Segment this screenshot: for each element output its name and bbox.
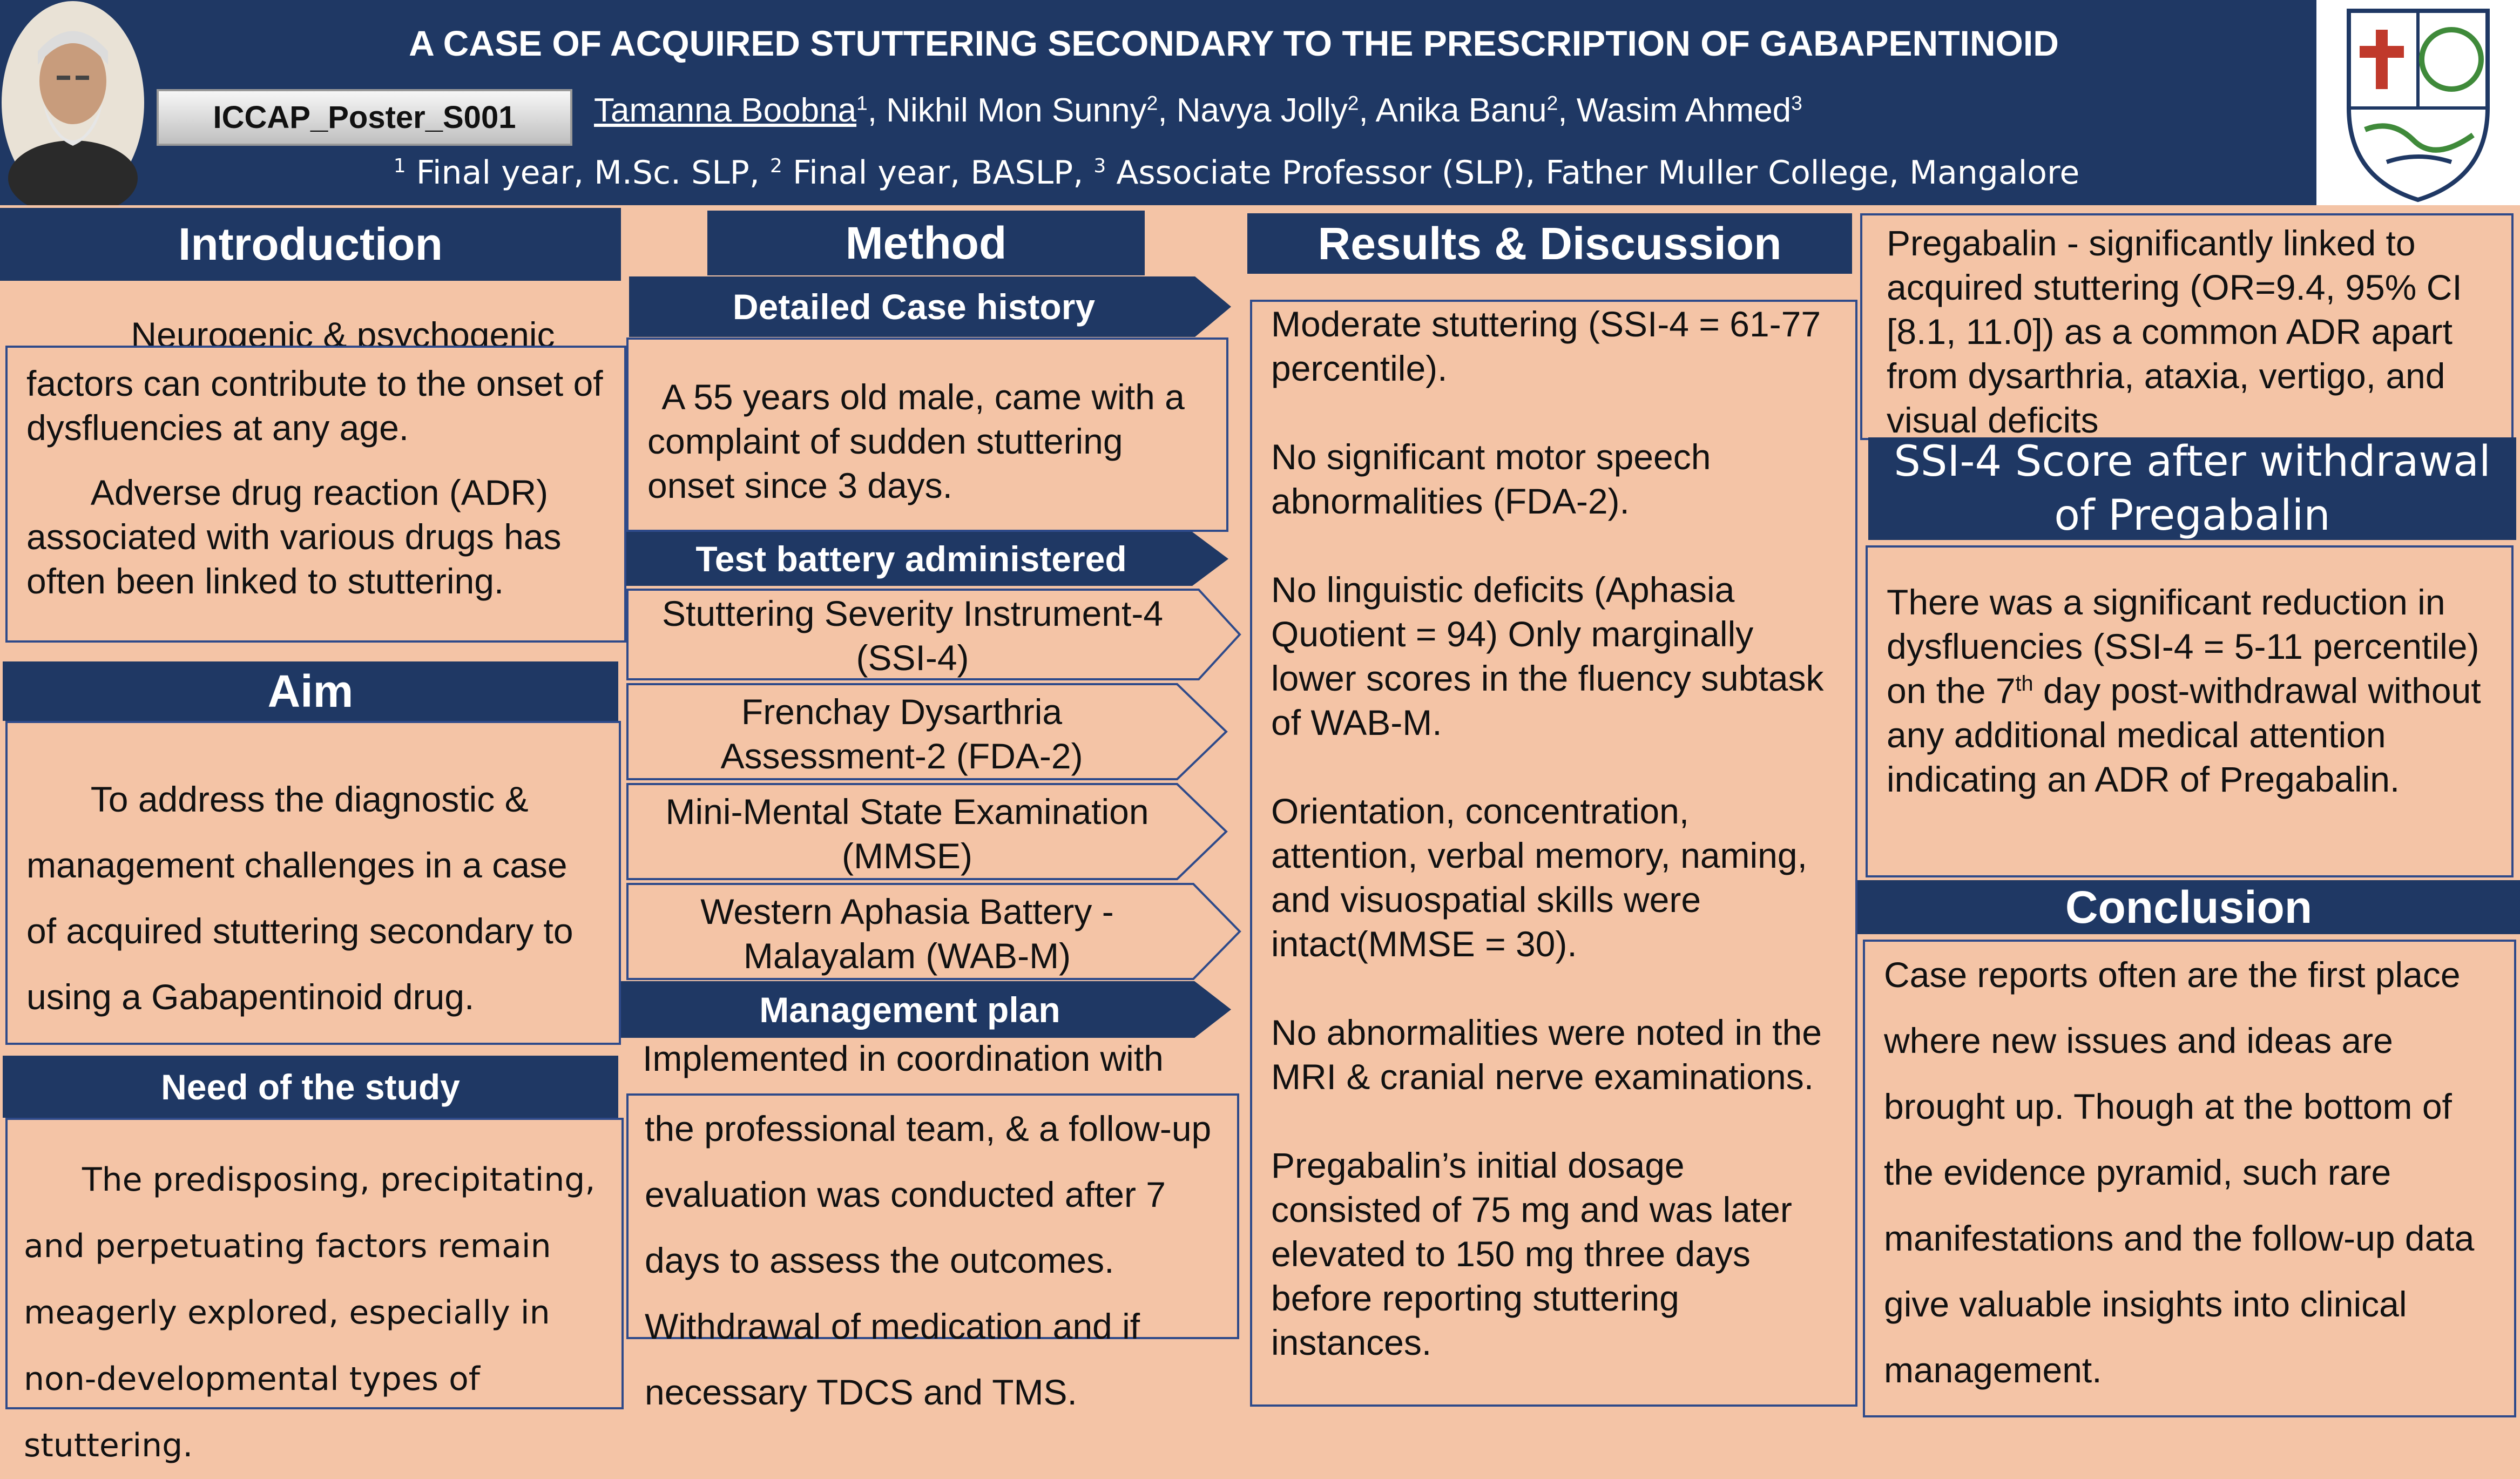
test-item-ssi4: Stuttering Severity Instrument-4 (SSI-4) xyxy=(626,589,1242,680)
ssi-withdrawal-heading-text: SSI-4 Score after withdrawal of Pregabal… xyxy=(1894,437,2491,540)
author-name-1: Tamanna Boobna xyxy=(594,92,857,129)
introduction-paragraph-1: factors can contribute to the onset of d… xyxy=(26,363,603,448)
conclusion-heading-text: Conclusion xyxy=(2065,881,2313,933)
management-first-line: Implemented in coordination with xyxy=(643,1037,1237,1080)
need-heading: Need of the study xyxy=(3,1056,618,1118)
author-name-3: Navya Jolly xyxy=(1176,92,1348,129)
ssi-text-a: There was a significant reduction in dys… xyxy=(1887,582,2480,711)
results-heading-text: Results & Discussion xyxy=(1318,218,1782,269)
author-list: Tamanna Boobna1, Nikhil Mon Sunny2, Navy… xyxy=(594,91,1802,129)
result-dosage: Pregabalin’s initial dosage consisted of… xyxy=(1271,1145,1792,1362)
conclusion-body: Case reports often are the first place w… xyxy=(1863,940,2516,1417)
management-body: the professional team, & a follow-up eva… xyxy=(626,1093,1239,1412)
test-item-fda2-text: Frenchay Dysarthria Assessment-2 (FDA-2) xyxy=(720,692,1083,776)
results-heading: Results & Discussion xyxy=(1247,213,1852,274)
ssi-text-sup: th xyxy=(2015,672,2033,695)
result-mri: No abnormalities were noted in the MRI &… xyxy=(1271,1012,1822,1097)
aim-heading-text: Aim xyxy=(267,665,354,717)
aff-sup-3: 3 xyxy=(1093,155,1106,177)
method-heading: Method xyxy=(707,211,1145,275)
author-sup-4: 2 xyxy=(1546,91,1558,114)
result-mmse: Orientation, concentration, attention, v… xyxy=(1271,791,1807,964)
author-name-2: Nikhil Mon Sunny xyxy=(886,92,1147,129)
test-item-fda2: Frenchay Dysarthria Assessment-2 (FDA-2) xyxy=(626,683,1228,780)
management-heading: Management plan xyxy=(621,981,1231,1038)
poster-id-text: ICCAP_Poster_S001 xyxy=(213,100,516,135)
author-sup-1: 1 xyxy=(856,91,868,114)
aim-heading: Aim xyxy=(3,661,618,721)
management-text: the professional team, & a follow-up eva… xyxy=(645,1109,1212,1412)
aff-sup-1: 1 xyxy=(393,155,406,177)
need-text: The predisposing, precipitating, and per… xyxy=(24,1161,596,1464)
case-history-text: A 55 years old male, came with a complai… xyxy=(647,377,1185,505)
management-first-line-text: Implemented in coordination with xyxy=(643,1038,1164,1078)
poster-title: A CASE OF ACQUIRED STUTTERING SECONDARY … xyxy=(409,23,2059,63)
aim-text: To address the diagnostic & management c… xyxy=(26,779,573,1017)
introduction-body: factors can contribute to the onset of d… xyxy=(5,346,626,643)
test-item-ssi4-text: Stuttering Severity Instrument-4 (SSI-4) xyxy=(661,593,1164,678)
introduction-heading: Introduction xyxy=(0,208,621,281)
aff-text-3: Associate Professor (SLP), Father Muller… xyxy=(1106,154,2080,192)
results-body: Moderate stuttering (SSI-4 = 61-77 perce… xyxy=(1250,300,1857,1407)
case-history-heading-text: Detailed Case history xyxy=(732,287,1096,327)
need-body: The predisposing, precipitating, and per… xyxy=(5,1118,624,1464)
author-name-4: Anika Banu xyxy=(1375,92,1547,129)
aff-text-2: Final year, BASLP, xyxy=(782,154,1094,192)
author-sup-5: 3 xyxy=(1791,91,1802,114)
test-battery-heading-text: Test battery administered xyxy=(695,539,1127,579)
college-logo xyxy=(2316,0,2520,205)
pregabalin-text: Pregabalin - significantly linked to acq… xyxy=(1887,223,2462,440)
case-history-body: A 55 years old male, came with a complai… xyxy=(626,337,1228,532)
ssi-withdrawal-body: There was a significant reduction in dys… xyxy=(1866,545,2514,877)
result-wabm: No linguistic deficits (Aphasia Quotient… xyxy=(1271,570,1824,742)
aim-body: To address the diagnostic & management c… xyxy=(5,721,621,1045)
conclusion-heading: Conclusion xyxy=(1857,880,2520,934)
pregabalin-box: Pregabalin - significantly linked to acq… xyxy=(1860,213,2514,440)
test-battery-heading: Test battery administered xyxy=(626,532,1228,586)
founder-portrait xyxy=(0,0,146,216)
need-heading-text: Need of the study xyxy=(161,1066,460,1107)
management-heading-text: Management plan xyxy=(759,989,1060,1030)
author-name-5: Wasim Ahmed xyxy=(1576,92,1792,129)
introduction-paragraph-2: Adverse drug reaction (ADR) associated w… xyxy=(26,472,562,601)
case-history-heading: Detailed Case history xyxy=(629,276,1231,337)
aff-sup-2: 2 xyxy=(769,155,782,177)
introduction-heading-text: Introduction xyxy=(178,219,443,269)
method-heading-text: Method xyxy=(845,217,1007,268)
author-sup-3: 2 xyxy=(1347,91,1359,114)
test-item-mmse: Mini-Mental State Examination (MMSE) xyxy=(626,783,1228,880)
poster-id-badge: ICCAP_Poster_S001 xyxy=(157,89,572,146)
author-sup-2: 2 xyxy=(1146,91,1158,114)
result-ssi4: Moderate stuttering (SSI-4 = 61-77 perce… xyxy=(1271,304,1821,388)
ssi-text-b: day post-withdrawal without any addition… xyxy=(1887,671,2481,799)
ssi-withdrawal-text: There was a significant reduction in dys… xyxy=(1887,580,2495,801)
test-item-wabm-text: Western Aphasia Battery - Malayalam (WAB… xyxy=(700,892,1114,976)
ssi-withdrawal-heading: SSI-4 Score after withdrawal of Pregabal… xyxy=(1868,437,2516,540)
aff-text-1: Final year, M.Sc. SLP, xyxy=(406,154,770,192)
test-item-mmse-text: Mini-Mental State Examination (MMSE) xyxy=(665,792,1149,876)
affiliations: 1 Final year, M.Sc. SLP, 2 Final year, B… xyxy=(162,151,2311,194)
test-item-wabm: Western Aphasia Battery - Malayalam (WAB… xyxy=(626,883,1242,980)
result-fda2: No significant motor speech abnormalitie… xyxy=(1271,437,1711,521)
conclusion-text: Case reports often are the first place w… xyxy=(1884,955,2475,1390)
